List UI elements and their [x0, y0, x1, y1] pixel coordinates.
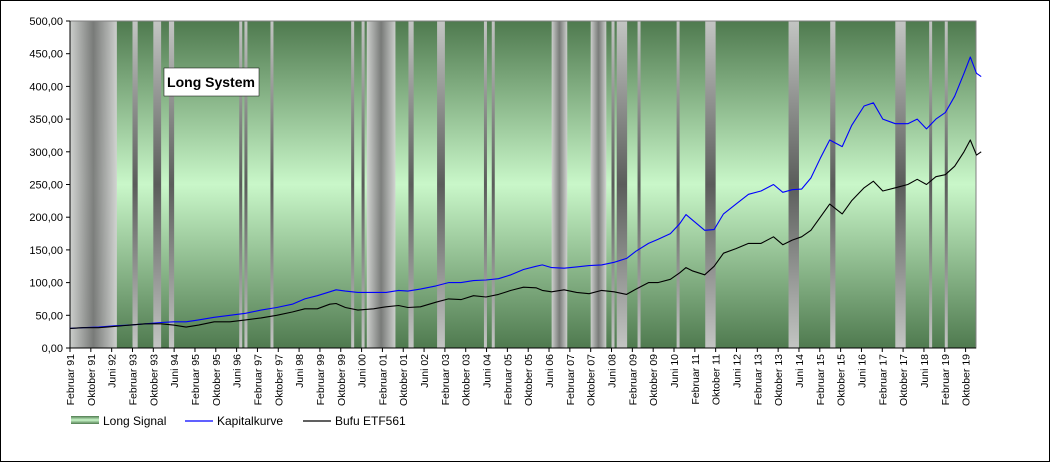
- y-tick-label: 500,00: [29, 16, 63, 28]
- long-signal-off-band: [705, 21, 716, 348]
- long-signal-off-band: [590, 21, 607, 348]
- long-signal-off-band: [408, 21, 414, 348]
- x-tick-label: Juni 06: [544, 354, 556, 388]
- x-tick-label: Juni 18: [919, 354, 931, 388]
- title-box: Long System: [163, 67, 260, 97]
- x-tick-label: Februar 09: [627, 354, 639, 406]
- x-tick-label: Juni 98: [294, 354, 306, 388]
- y-tick-label: 150,00: [29, 245, 63, 257]
- x-tick-label: Februar 15: [815, 354, 827, 406]
- long-signal-off-band: [270, 21, 274, 348]
- long-signal-off-band: [616, 21, 628, 348]
- x-tick-label: Oktober 93: [148, 354, 160, 406]
- x-tick-label: Februar 93: [127, 354, 139, 406]
- x-tick-label: Juni 04: [482, 354, 494, 388]
- x-tick-label: Oktober 09: [648, 354, 660, 406]
- x-tick-label: Februar 07: [565, 354, 577, 406]
- long-signal-off-band: [361, 21, 365, 348]
- long-signal-off-band: [895, 21, 899, 348]
- x-tick-label: Februar 97: [252, 354, 264, 406]
- y-tick-label: 400,00: [29, 81, 63, 93]
- x-tick-label: Oktober 99: [336, 354, 348, 406]
- long-signal-off-band: [244, 21, 248, 348]
- x-tick-label: Oktober 97: [273, 354, 285, 406]
- long-signal-bands: [70, 21, 948, 348]
- x-tick-label: Februar 99: [315, 354, 327, 406]
- y-tick-label: 450,00: [29, 49, 63, 61]
- x-tick-label: Juni 14: [794, 354, 806, 388]
- long-signal-off-band: [483, 21, 487, 348]
- legend-label-bufu-etf561: Bufu ETF561: [335, 414, 406, 428]
- x-tick-label: Juni 94: [169, 354, 181, 388]
- x-tick-label: Juni 96: [232, 354, 244, 388]
- y-tick-label: 350,00: [29, 114, 63, 126]
- x-tick-label: Oktober 03: [461, 354, 473, 406]
- y-tick-label: 50,00: [35, 310, 63, 322]
- y-tick-label: 200,00: [29, 212, 63, 224]
- long-signal-off-band: [830, 21, 836, 348]
- long-signal-off-band: [897, 21, 906, 348]
- x-tick-label: Juni 02: [419, 354, 431, 388]
- legend-label-kapitalkurve: Kapitalkurve: [217, 414, 283, 428]
- x-tick-label: Oktober 05: [523, 354, 535, 406]
- x-tick-label: Juni 08: [607, 354, 619, 388]
- long-signal-off-band: [366, 21, 396, 348]
- x-tick-label: Oktober 95: [211, 354, 223, 406]
- x-tick-label: Oktober 17: [898, 354, 910, 406]
- x-tick-label: Oktober 91: [86, 354, 98, 406]
- x-tick-label: Juni 12: [731, 354, 743, 388]
- x-tick-label: Juni 10: [669, 354, 681, 388]
- legend: Long Signal Kapitalkurve Bufu ETF561: [71, 414, 406, 428]
- long-signal-off-band: [944, 21, 948, 348]
- y-tick-label: 250,00: [29, 180, 63, 192]
- x-tick-label: Februar 19: [940, 354, 952, 406]
- axes: 0,00 50,00 100,00 150,00 200,00 250,00 300,00 3…: [29, 16, 977, 406]
- x-tick-label: Juni 00: [357, 354, 369, 388]
- x-tick-label: Juni 16: [856, 354, 868, 388]
- legend-swatch-long-signal: [71, 416, 99, 424]
- chart-title: Long System: [167, 74, 255, 90]
- x-tick-label: Februar 03: [440, 354, 452, 406]
- long-signal-off-band: [551, 21, 568, 348]
- x-tick-label: Februar 01: [377, 354, 389, 406]
- legend-label-long-signal: Long Signal: [103, 414, 166, 428]
- long-signal-off-band: [168, 21, 175, 348]
- long-signal-off-band: [788, 21, 799, 348]
- y-tick-label: 300,00: [29, 147, 63, 159]
- long-signal-off-band: [491, 21, 495, 348]
- x-tick-label: Februar 13: [752, 354, 764, 406]
- bufu-etf561-line: [69, 139, 982, 329]
- long-signal-off-band: [637, 21, 641, 348]
- y-tick-label: 0,00: [42, 343, 63, 355]
- x-tick-label: Oktober 13: [773, 354, 785, 406]
- long-signal-off-band: [929, 21, 933, 348]
- long-signal-off-band: [132, 21, 138, 348]
- x-tick-label: Juni 92: [107, 354, 119, 388]
- x-tick-label: Oktober 07: [586, 354, 598, 406]
- long-signal-off-band: [153, 21, 162, 348]
- long-signal-off-band: [611, 21, 615, 348]
- x-tick-label: Februar 91: [65, 354, 77, 406]
- series-lines: [69, 56, 982, 329]
- long-signal-off-band: [676, 21, 680, 348]
- x-tick-label: Februar 05: [502, 354, 514, 406]
- long-signal-off-band: [70, 21, 117, 348]
- x-tick-label: Februar 17: [877, 354, 889, 406]
- x-tick-label: Oktober 11: [711, 354, 723, 405]
- long-signal-off-band: [437, 21, 445, 348]
- x-tick-label: Februar 11: [690, 354, 702, 405]
- x-tick-label: Oktober 15: [836, 354, 848, 406]
- y-tick-label: 100,00: [29, 278, 63, 290]
- x-tick-label: Oktober 19: [961, 354, 973, 406]
- kapitalkurve-line: [69, 56, 982, 329]
- x-tick-label: Februar 95: [190, 354, 202, 406]
- x-tick-label: Oktober 01: [398, 354, 410, 406]
- long-signal-off-band: [239, 21, 243, 348]
- long-signal-off-band: [351, 21, 355, 348]
